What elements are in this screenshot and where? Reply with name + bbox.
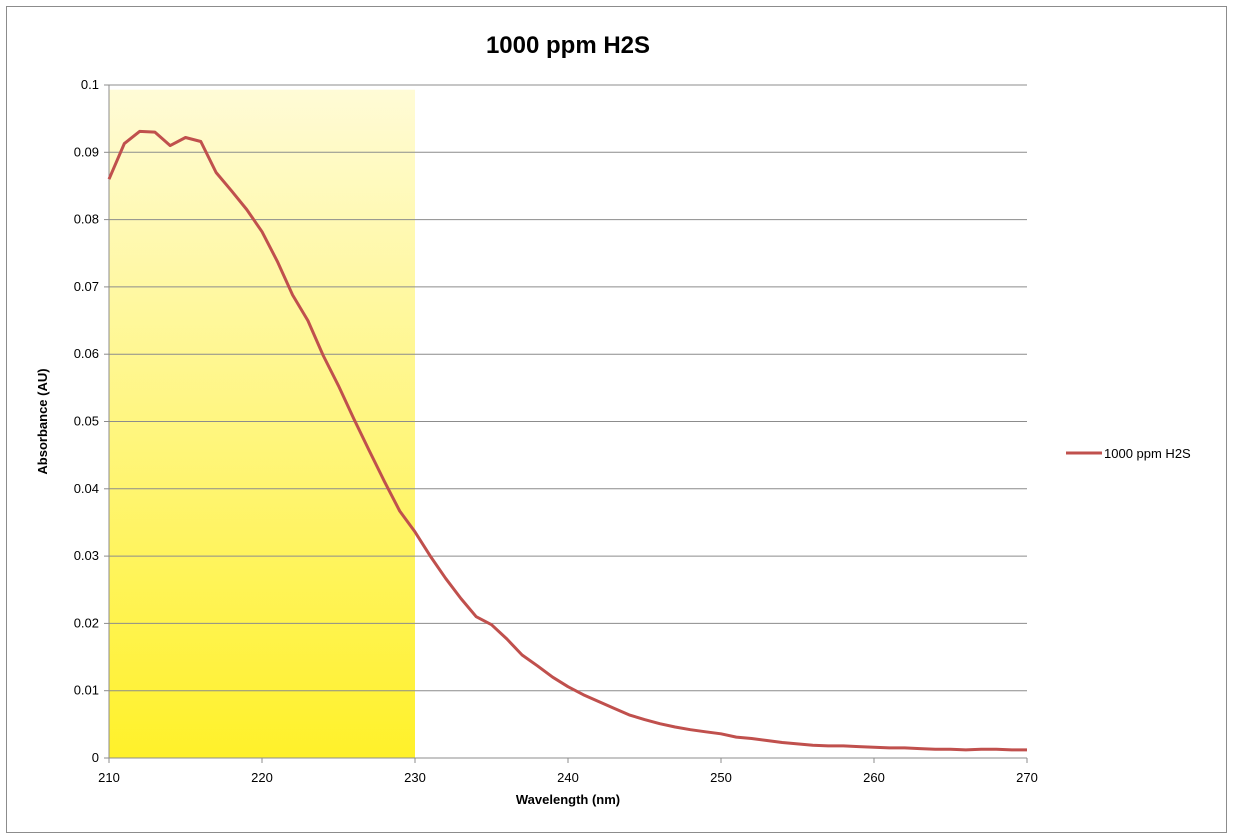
legend-label: 1000 ppm H2S: [1104, 446, 1191, 461]
x-tick-label: 240: [557, 770, 579, 785]
y-tick-label: 0.04: [74, 481, 99, 496]
x-tick-label: 270: [1016, 770, 1038, 785]
y-tick-label: 0.09: [74, 144, 99, 159]
y-tick-label: 0.06: [74, 346, 99, 361]
series-line: [107, 129, 1027, 752]
y-tick-label: 0.07: [74, 279, 99, 294]
x-axis-title: Wavelength (nm): [516, 792, 620, 807]
x-tick-label: 230: [404, 770, 426, 785]
chart-svg: 0 0.01 0.02 0.03 0.04 0.05 0.06 0.07 0.08 0.09 0.1…: [35, 32, 1191, 807]
y-axis-title: Absorbance (AU): [35, 368, 50, 474]
x-tick-labels: 210 220 230 240 250 260 270: [98, 758, 1038, 785]
y-tick-label: 0.03: [74, 548, 99, 563]
x-tick-label: 210: [98, 770, 120, 785]
y-tick-label: 0.1: [81, 77, 99, 92]
chart-area: 0 0.01 0.02 0.03 0.04 0.05 0.06 0.07 0.08 0.09 0.1…: [6, 6, 1227, 833]
y-tick-label: 0.05: [74, 414, 99, 429]
y-tick-labels: 0 0.01 0.02 0.03 0.04 0.05 0.06 0.07 0.08 0.09 0.1: [74, 77, 99, 765]
x-tick-label: 260: [863, 770, 885, 785]
gridlines: [104, 84, 1027, 759]
y-tick-label: 0.08: [74, 212, 99, 227]
y-tick-label: 0.02: [74, 615, 99, 630]
chart-title: 1000 ppm H2S: [486, 32, 650, 59]
x-tick-label: 220: [251, 770, 273, 785]
x-tick-label: 250: [710, 770, 732, 785]
y-tick-label: 0: [92, 750, 99, 765]
highlight-region: [109, 89, 415, 758]
y-tick-label: 0.01: [74, 683, 99, 698]
series-layer: [107, 129, 1027, 752]
legend: 1000 ppm H2S: [1066, 446, 1191, 461]
